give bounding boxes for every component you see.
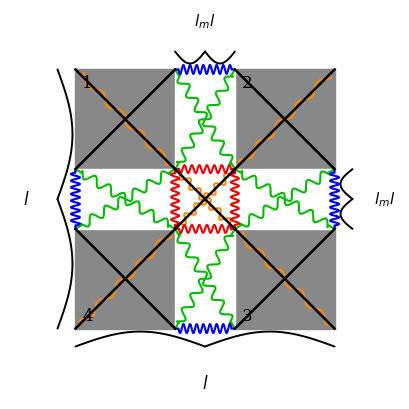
Text: $l_m l$: $l_m l$: [194, 12, 215, 31]
Text: $l$: $l$: [201, 375, 208, 393]
Text: $l_m l$: $l_m l$: [373, 190, 395, 209]
Text: 4: 4: [82, 307, 93, 324]
Bar: [175, 70, 234, 329]
Bar: [75, 70, 334, 329]
Text: 3: 3: [241, 307, 252, 324]
Bar: [75, 170, 334, 229]
Text: 1: 1: [82, 75, 93, 92]
Text: 2: 2: [241, 75, 252, 92]
Text: $l$: $l$: [23, 191, 29, 209]
